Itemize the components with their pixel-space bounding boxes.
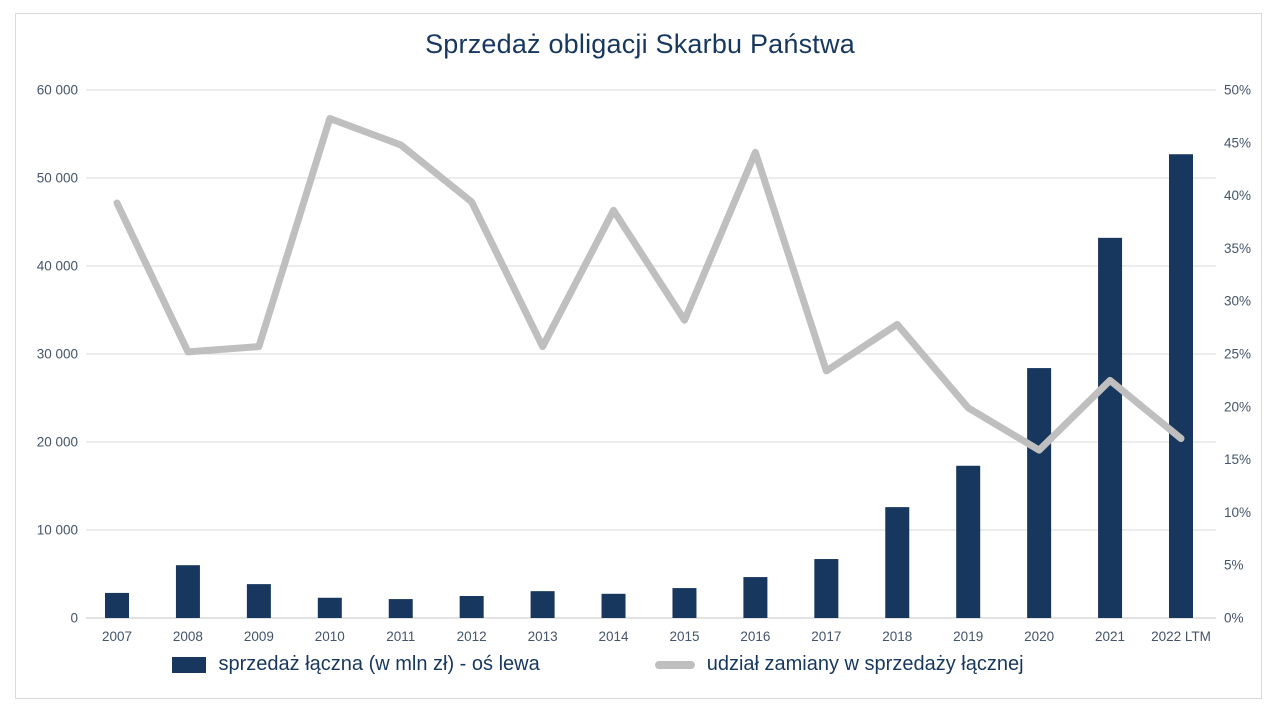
right-axis-tick-label: 20% bbox=[1224, 399, 1251, 414]
x-axis-tick-label: 2012 bbox=[457, 629, 487, 644]
left-axis-tick-label: 40 000 bbox=[37, 259, 78, 274]
right-axis-tick-label: 35% bbox=[1224, 241, 1251, 256]
x-axis-tick-label: 2019 bbox=[953, 629, 983, 644]
bar-2017 bbox=[814, 559, 839, 618]
bar-2010 bbox=[317, 597, 342, 618]
right-axis-tick-label: 15% bbox=[1224, 452, 1251, 467]
left-axis-tick-label: 20 000 bbox=[37, 435, 78, 450]
right-axis-tick-label: 10% bbox=[1224, 505, 1251, 520]
bar-2013 bbox=[530, 591, 555, 618]
right-axis-tick-label: 45% bbox=[1224, 135, 1251, 150]
right-axis-tick-label: 25% bbox=[1224, 347, 1251, 362]
x-axis-tick-label: 2008 bbox=[173, 629, 203, 644]
bar-2012 bbox=[459, 596, 484, 618]
right-axis-tick-label: 5% bbox=[1224, 558, 1244, 573]
left-axis-tick-label: 0 bbox=[70, 611, 78, 626]
bar-2022 LTM bbox=[1169, 154, 1193, 619]
right-axis-tick-label: 50% bbox=[1224, 83, 1251, 98]
legend-label-bars: sprzedaż łączna (w mln zł) - oś lewa bbox=[218, 653, 540, 675]
right-axis-tick-label: 30% bbox=[1224, 294, 1251, 309]
x-axis-tick-label: 2015 bbox=[669, 629, 699, 644]
bar-2014 bbox=[601, 593, 626, 618]
right-axis-tick-label: 40% bbox=[1224, 188, 1251, 203]
bar-2015 bbox=[672, 588, 697, 618]
left-axis-tick-label: 60 000 bbox=[37, 83, 78, 98]
x-axis-tick-label: 2014 bbox=[599, 629, 630, 644]
chart-title: Sprzedaż obligacji Skarbu Państwa bbox=[425, 29, 855, 59]
bar-2009 bbox=[246, 584, 271, 618]
x-axis-tick-label: 2020 bbox=[1024, 629, 1054, 644]
trend-line bbox=[113, 115, 1185, 454]
x-axis-tick-label: 2021 bbox=[1095, 629, 1125, 644]
legend-item-line: udział zamiany w sprzedaży łącznej bbox=[654, 653, 1024, 676]
left-axis-tick-label: 30 000 bbox=[37, 347, 78, 362]
left-axis-tick-label: 50 000 bbox=[37, 171, 78, 186]
x-axis-tick-label: 2017 bbox=[811, 629, 841, 644]
bar-2018 bbox=[885, 507, 910, 618]
x-axis-tick-label: 2016 bbox=[740, 629, 770, 644]
chart-frame-border bbox=[15, 13, 1262, 699]
bar-2011 bbox=[388, 599, 413, 618]
bar-2016 bbox=[743, 577, 768, 618]
bar-2020 bbox=[1027, 368, 1052, 618]
legend-item-bars: sprzedaż łączna (w mln zł) - oś lewa bbox=[172, 653, 540, 676]
chart-legend: sprzedaż łączna (w mln zł) - oś lewa udz… bbox=[0, 653, 1238, 676]
x-axis-tick-label: 2010 bbox=[315, 629, 345, 644]
right-axis-tick-label: 0% bbox=[1224, 611, 1244, 626]
line-series-swatch-icon bbox=[654, 660, 695, 669]
bar-2007 bbox=[105, 592, 129, 618]
x-axis-tick-label: 2022 LTM bbox=[1151, 629, 1211, 644]
x-axis-tick-label: 2007 bbox=[102, 629, 132, 644]
left-axis-tick-label: 10 000 bbox=[37, 523, 78, 538]
x-axis-tick-label: 2009 bbox=[244, 629, 274, 644]
x-axis-tick-label: 2011 bbox=[386, 629, 415, 644]
x-axis-tick-label: 2018 bbox=[882, 629, 912, 644]
bar-2008 bbox=[175, 565, 200, 618]
bar-series-swatch-icon bbox=[172, 656, 207, 673]
x-axis-tick-label: 2013 bbox=[528, 629, 558, 644]
legend-label-line: udział zamiany w sprzedaży łącznej bbox=[706, 653, 1024, 675]
bar-2021 bbox=[1098, 237, 1123, 618]
bar-2019 bbox=[956, 465, 981, 618]
